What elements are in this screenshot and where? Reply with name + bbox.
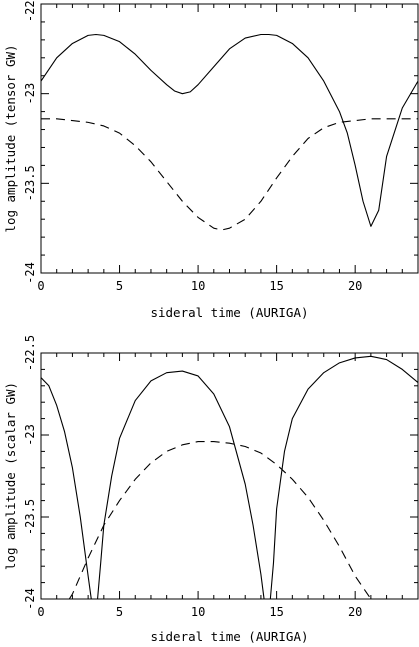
scalar-panel: 0 5 10 15 20 -24 -23.5 -23 -22.5 sideral time (… xyxy=(3,335,419,644)
y-axis-label: log amplitude (tensor GW) xyxy=(3,44,18,232)
x-tick-label: 20 xyxy=(348,279,362,293)
x-tick-label: 15 xyxy=(269,605,283,619)
x-tick-label: 20 xyxy=(348,605,362,619)
dashed-series-line xyxy=(41,118,418,231)
series-group xyxy=(40,355,419,600)
x-tick-label: 15 xyxy=(269,279,283,293)
x-tick-labels: 0 5 10 15 20 xyxy=(37,279,362,293)
y-tick-labels: -24 -23.5 -23 -22.5 xyxy=(23,0,37,284)
y-tick-label: -24 xyxy=(23,262,37,284)
x-tick-label: 10 xyxy=(191,279,205,293)
solid-series-line xyxy=(40,355,419,600)
y-axis-label: log amplitude (scalar GW) xyxy=(3,382,18,570)
x-tick-label: 0 xyxy=(37,279,44,293)
series-group xyxy=(40,33,419,231)
y-tick-label: -22.5 xyxy=(23,0,37,22)
plot-frame xyxy=(40,352,419,600)
tensor-panel: 0 5 10 15 20 -24 -23.5 -23 -22.5 sideral time (… xyxy=(3,0,419,320)
x-tick-label: 10 xyxy=(191,605,205,619)
y-tick-label: -23.5 xyxy=(23,499,37,535)
x-axis-label: sideral time (AURIGA) xyxy=(150,305,308,320)
y-tick-label: -22.5 xyxy=(23,335,37,371)
tick-marks xyxy=(40,3,419,274)
dashed-series-line xyxy=(68,441,372,600)
x-tick-label: 5 xyxy=(116,279,123,293)
x-axis-label: sideral time (AURIGA) xyxy=(150,629,308,644)
solid-series-line xyxy=(40,33,419,227)
tick-marks xyxy=(40,352,419,600)
y-tick-label: -23 xyxy=(23,83,37,105)
plot-frame xyxy=(40,3,419,274)
y-tick-label: -23.5 xyxy=(23,165,37,201)
x-tick-labels: 0 5 10 15 20 xyxy=(37,605,362,619)
x-tick-label: 0 xyxy=(37,605,44,619)
y-tick-labels: -24 -23.5 -23 -22.5 xyxy=(23,335,37,610)
y-tick-label: -24 xyxy=(23,588,37,610)
y-tick-label: -23 xyxy=(23,424,37,446)
x-tick-label: 5 xyxy=(116,605,123,619)
